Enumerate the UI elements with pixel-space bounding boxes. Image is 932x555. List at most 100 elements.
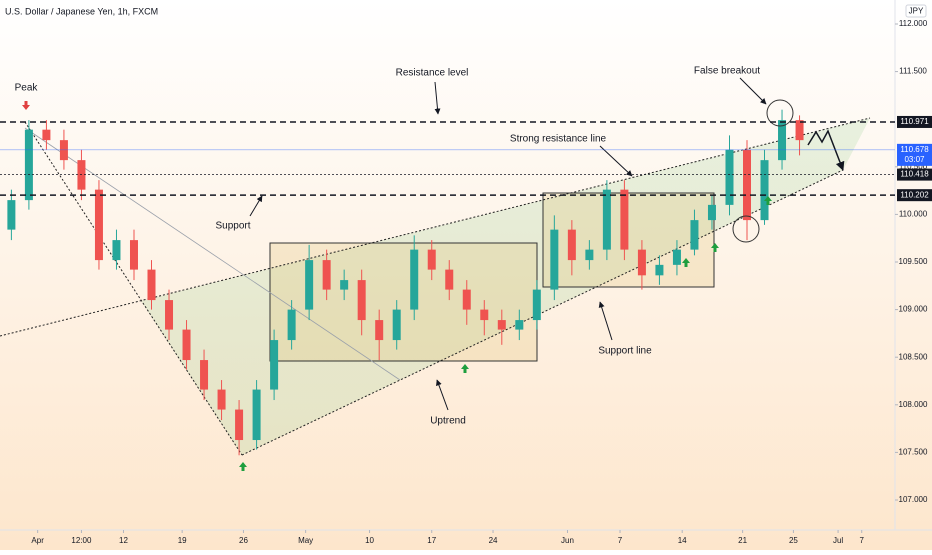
x-tick-label: 14	[678, 536, 687, 545]
currency-label: JPY	[909, 7, 924, 16]
candle-body	[270, 340, 279, 390]
candle-body	[129, 240, 138, 270]
x-tick-label: 12:00	[71, 536, 92, 545]
annotation: Support	[215, 221, 250, 232]
y-tick-label: 108.000	[899, 400, 928, 409]
annotation-arrow	[739, 77, 767, 105]
range-box	[269, 242, 538, 362]
y-tick-label: 110.500	[899, 162, 928, 171]
candle-body	[7, 200, 16, 230]
price-tag	[897, 168, 932, 181]
x-tick-label: 12	[119, 536, 128, 545]
highlight-circle	[732, 215, 760, 243]
support-line	[241, 169, 844, 456]
candle-body	[94, 189, 103, 261]
price-tag	[897, 115, 932, 128]
uptrend-zone	[141, 118, 870, 455]
up-arrow	[682, 258, 690, 267]
candle-body	[725, 149, 734, 205]
candle-body	[690, 220, 699, 250]
countdown-label: 03:07	[904, 155, 925, 164]
candle-body	[182, 329, 191, 361]
candle-body	[340, 280, 349, 290]
last-price-tag	[897, 143, 932, 166]
candle-body	[532, 289, 541, 321]
annotation: Resistance level	[396, 68, 469, 79]
y-tick-label: 108.500	[899, 352, 928, 361]
x-tick-label: Apr	[31, 536, 44, 545]
candle-body	[743, 149, 752, 221]
y-tick-label: 112.000	[899, 19, 928, 28]
candle-body	[497, 320, 506, 330]
candle-body	[567, 229, 576, 261]
x-tick-label: 19	[178, 536, 187, 545]
x-tick-label: 10	[365, 536, 374, 545]
candle-body	[235, 409, 244, 441]
candle-body	[707, 204, 716, 221]
candle-body	[24, 129, 33, 201]
annotation: Uptrend	[430, 416, 466, 427]
x-tick-label: 17	[427, 536, 436, 545]
x-tick-label: 26	[239, 536, 248, 545]
x-tick-label: 7	[618, 536, 623, 545]
annotation: Strong resistance line	[510, 134, 607, 145]
candle-body	[620, 189, 629, 250]
currency-badge	[905, 4, 927, 18]
annotation-arrow	[434, 81, 441, 115]
y-tick-label: 109.000	[899, 305, 928, 314]
trend-line	[24, 127, 401, 381]
candle-body	[322, 260, 331, 290]
projection-path	[807, 129, 845, 171]
candle-body	[550, 229, 559, 290]
x-tick-label: Jun	[561, 536, 574, 545]
candle-body	[165, 300, 174, 330]
x-tick-label: 21	[738, 536, 747, 545]
x-tick-label: 24	[489, 536, 498, 545]
trend-line	[0, 117, 871, 337]
candle-body	[112, 240, 121, 261]
candle-body	[795, 120, 804, 141]
candle-body	[357, 280, 366, 321]
price-tag-label: 110.418	[900, 170, 929, 179]
candle-body	[462, 289, 471, 310]
up-arrow	[711, 243, 719, 252]
annotation: Support line	[598, 346, 652, 357]
annotation: Peak	[15, 83, 39, 94]
annotation-arrow	[436, 379, 449, 411]
candle-body	[760, 160, 769, 221]
candle-body	[585, 249, 594, 261]
candle-body	[410, 249, 419, 310]
y-tick-label: 107.500	[899, 448, 928, 457]
x-tick-label: 7	[859, 536, 864, 545]
candle-body	[392, 309, 401, 341]
candle-body	[42, 129, 51, 141]
y-tick-label: 111.500	[899, 67, 927, 76]
up-arrows	[239, 196, 772, 471]
annotation: False breakout	[694, 66, 760, 77]
candle-body	[217, 389, 226, 410]
annotation-arrow	[249, 195, 263, 217]
x-tick-label: 25	[789, 536, 798, 545]
last-price-label: 110.678	[900, 145, 929, 154]
candle-body	[515, 320, 524, 330]
candle-body	[305, 260, 314, 310]
up-arrow	[461, 364, 469, 373]
chart-title: U.S. Dollar / Japanese Yen, 1h, FXCM	[5, 6, 158, 16]
y-tick-label: 109.500	[899, 257, 928, 266]
price-tag	[897, 189, 932, 202]
candle-body	[287, 309, 296, 341]
up-arrow	[764, 196, 772, 205]
x-tick-label: Jul	[833, 536, 843, 545]
price-tag-label: 110.971	[900, 117, 929, 126]
candle-body	[480, 309, 489, 321]
annotation-arrow	[598, 301, 613, 341]
highlight-circle	[766, 99, 794, 127]
candle-body	[602, 189, 611, 250]
candle-body	[252, 389, 261, 441]
candle-body	[778, 120, 787, 161]
x-tick-label: May	[298, 536, 313, 545]
up-arrow	[239, 462, 247, 471]
candle-body	[655, 264, 664, 276]
candle-body	[147, 269, 156, 301]
